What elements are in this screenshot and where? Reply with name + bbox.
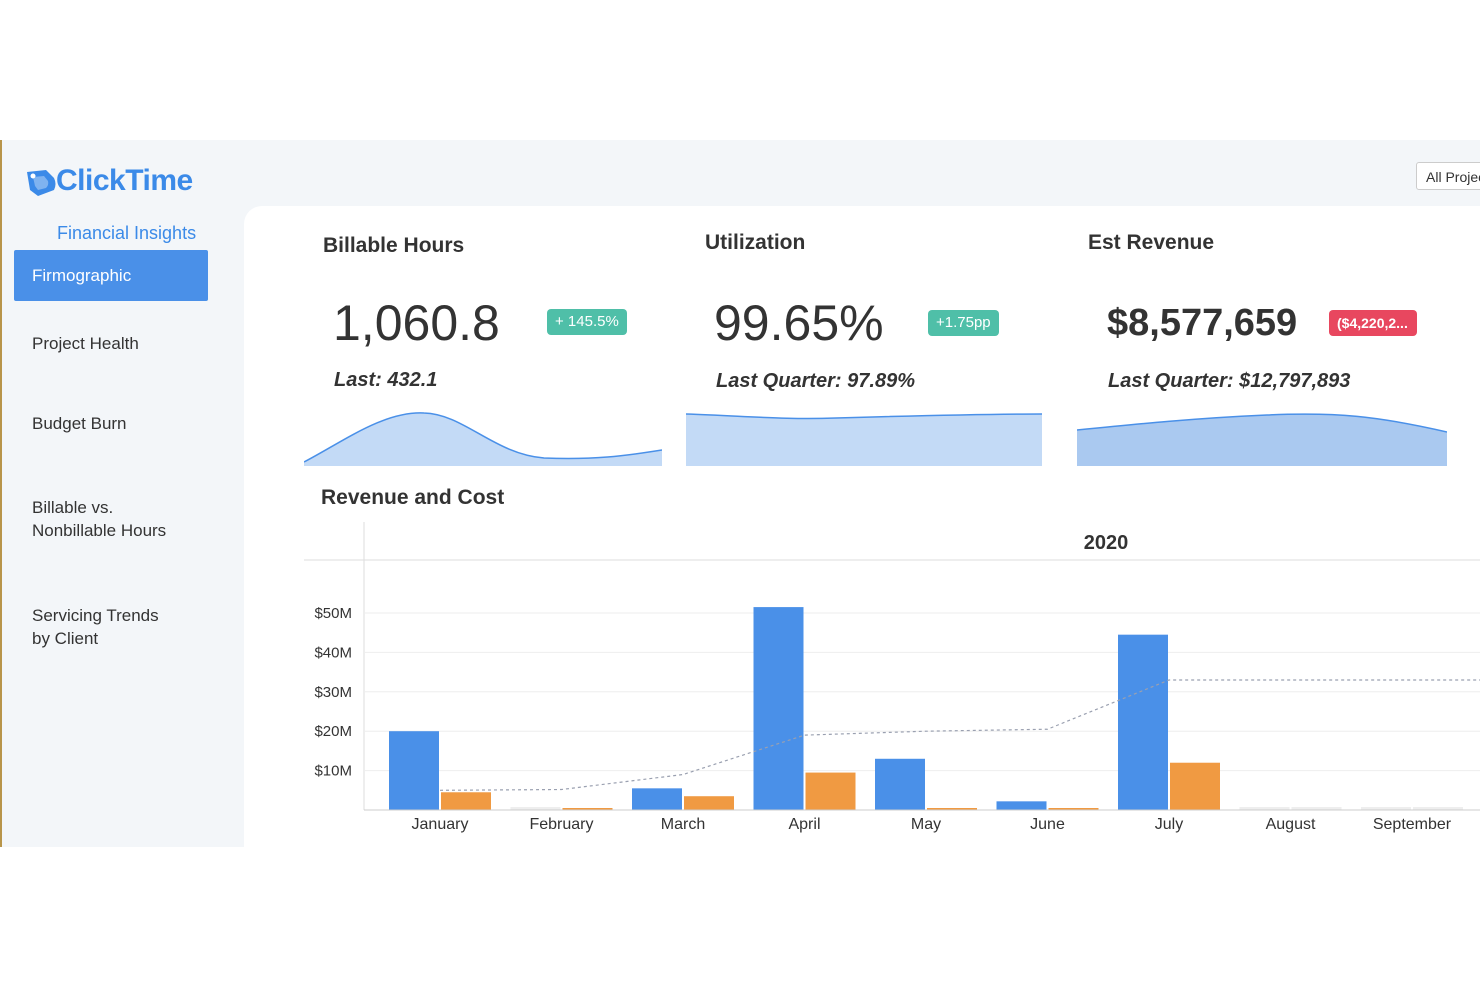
chart-trend-polyline bbox=[439, 679, 1480, 791]
chart-x-tick-label: March bbox=[661, 816, 705, 833]
kpi-value: $8,577,659 bbox=[1107, 302, 1298, 344]
sparkline-billable-hours bbox=[304, 412, 662, 466]
chart-y-tick-label: $40M bbox=[314, 644, 352, 661]
chart-x-tick-label: January bbox=[412, 816, 469, 833]
chart-bar-revenue bbox=[753, 607, 804, 810]
chart-bar-cost bbox=[441, 792, 491, 810]
chart-grid bbox=[364, 612, 1480, 772]
kpi-value: 1,060.8 bbox=[333, 295, 500, 351]
chart-bar-revenue bbox=[1118, 634, 1168, 810]
kpi-value: 99.65% bbox=[714, 295, 884, 351]
kpi-last-value: Last Quarter: $12,797,893 bbox=[1108, 370, 1351, 392]
chart-bar-cost bbox=[562, 808, 613, 810]
brand-name: ClickTime bbox=[56, 164, 193, 197]
sidebar-item-project-health[interactable]: Project Health bbox=[32, 334, 139, 353]
kpi-change-badge: + 145.5% bbox=[547, 309, 627, 335]
sidebar-item-servicing-trends[interactable]: Servicing Trends by Client bbox=[32, 606, 159, 648]
app-window: ClickTime Financial Insights Firmographi… bbox=[0, 140, 1480, 847]
sidebar-item-firmographic[interactable]: Firmographic bbox=[14, 250, 208, 301]
revenue-cost-chart: 2020 $10M $20M $30M $40M $50M January Februar… bbox=[304, 522, 1480, 833]
sidebar-item-budget-burn[interactable]: Budget Burn bbox=[32, 414, 127, 433]
chart-bars bbox=[389, 607, 1463, 810]
chart-y-tick-label: $20M bbox=[314, 723, 352, 740]
chart-bar-cost bbox=[1413, 807, 1463, 810]
project-filter-select[interactable]: All Projec bbox=[1416, 162, 1480, 190]
kpi-title: Billable Hours bbox=[323, 234, 465, 257]
chart-x-tick-label: June bbox=[1030, 816, 1065, 833]
main-panel: Billable Hours 1,060.8 + 145.5% Last: 43… bbox=[244, 206, 1480, 847]
chart-bar-revenue bbox=[1239, 807, 1290, 810]
chart-x-ticks: January February March April May June July Augu… bbox=[412, 816, 1452, 833]
chart-y-tick-label: $30M bbox=[314, 684, 352, 701]
chart-x-tick-label: September bbox=[1373, 816, 1452, 833]
chart-bar-cost bbox=[684, 796, 734, 810]
kpi-last-value: Last: 432.1 bbox=[334, 369, 438, 391]
chart-bar-cost bbox=[805, 772, 856, 810]
chart-x-tick-label: July bbox=[1155, 816, 1183, 833]
chart-y-tick-label: $10M bbox=[314, 763, 352, 780]
revenue-cost-title: Revenue and Cost bbox=[321, 486, 505, 509]
chart-bar-revenue bbox=[996, 801, 1047, 810]
chart-bar-revenue bbox=[1361, 807, 1411, 810]
sidebar-item-billable-vs-nonbillable[interactable]: Billable vs. Nonbillable Hours bbox=[32, 498, 167, 540]
chart-y-ticks: $10M $20M $30M $40M $50M bbox=[314, 605, 352, 780]
chart-bar-cost bbox=[1291, 807, 1342, 810]
kpi-title: Utilization bbox=[705, 231, 806, 254]
sparkline-utilization bbox=[686, 413, 1042, 466]
kpi-title: Est Revenue bbox=[1088, 231, 1215, 254]
chart-bar-revenue bbox=[510, 807, 561, 810]
clicktime-logo[interactable]: ClickTime Financial Insights bbox=[22, 164, 232, 244]
chart-x-tick-label: February bbox=[529, 816, 593, 833]
chart-y-tick-label: $50M bbox=[314, 605, 352, 622]
chart-x-tick-label: April bbox=[788, 816, 820, 833]
clicktime-logo-icon bbox=[27, 170, 56, 196]
chart-bar-cost bbox=[1170, 762, 1220, 810]
brand-subtitle: Financial Insights bbox=[57, 223, 197, 243]
kpi-change-badge: ($4,220,2... bbox=[1329, 310, 1417, 336]
chart-x-tick-label: May bbox=[911, 816, 941, 833]
chart-year-label: 2020 bbox=[1084, 532, 1129, 554]
kpi-last-value: Last Quarter: 97.89% bbox=[716, 370, 915, 392]
chart-trend-line bbox=[439, 679, 1480, 791]
chart-bar-revenue bbox=[632, 788, 682, 810]
kpi-change-badge: +1.75pp bbox=[928, 310, 999, 336]
chart-bar-cost bbox=[1048, 808, 1099, 810]
chart-bar-cost bbox=[927, 808, 977, 810]
chart-bar-revenue bbox=[875, 758, 925, 810]
chart-bar-revenue bbox=[389, 731, 439, 810]
chart-x-tick-label: August bbox=[1266, 816, 1316, 833]
sparkline-est-revenue bbox=[1077, 413, 1447, 466]
